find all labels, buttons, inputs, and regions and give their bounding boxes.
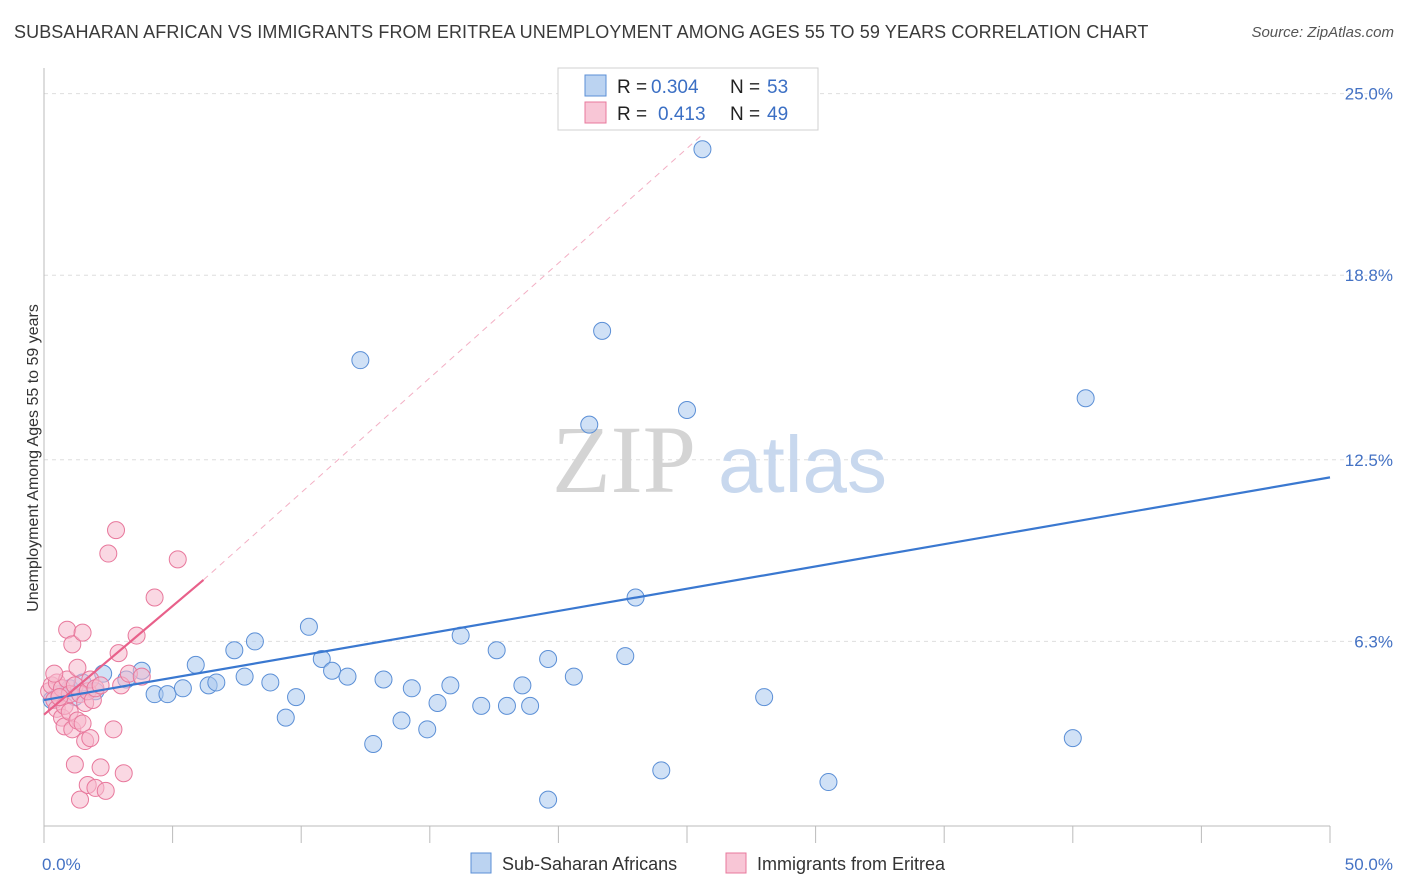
point-blue-16 bbox=[276, 708, 295, 727]
point-blue-47 bbox=[819, 773, 838, 792]
point-pink-46 bbox=[168, 550, 187, 569]
point-blue-11 bbox=[207, 673, 226, 692]
point-pink-45 bbox=[145, 588, 164, 607]
legend-swatch-pink bbox=[584, 101, 607, 124]
point-pink-44 bbox=[132, 667, 151, 686]
bottom-legend-swatch-blue bbox=[470, 852, 492, 874]
watermark-zip: ZIP bbox=[552, 406, 696, 513]
legend-n-value-blue: 53 bbox=[767, 77, 788, 98]
source-credit: Source: ZipAtlas.com bbox=[1251, 24, 1394, 41]
bottom-legend-swatch-pink bbox=[725, 852, 747, 874]
point-blue-24 bbox=[374, 670, 393, 689]
point-blue-27 bbox=[418, 720, 437, 739]
point-blue-29 bbox=[441, 676, 460, 695]
bottom-legend: Sub-Saharan Africans Immigrants from Eri… bbox=[470, 852, 946, 874]
y-axis-title: Unemployment Among Ages 55 to 59 years bbox=[25, 304, 42, 612]
legend-swatch-blue bbox=[584, 74, 607, 97]
y-tick-label-2: 18.8% bbox=[1345, 266, 1393, 285]
legend-n-value-pink: 49 bbox=[767, 104, 788, 125]
trendlines bbox=[43, 134, 1331, 716]
point-blue-12 bbox=[225, 641, 244, 660]
watermark: ZIP atlas bbox=[552, 406, 887, 513]
point-blue-46 bbox=[755, 688, 774, 707]
point-blue-28 bbox=[428, 693, 447, 712]
point-blue-7 bbox=[158, 685, 177, 704]
y-tick-label-0: 6.3% bbox=[1354, 632, 1393, 651]
gridlines bbox=[44, 93, 1392, 642]
point-blue-14 bbox=[245, 632, 264, 651]
point-blue-49 bbox=[1076, 389, 1095, 408]
legend-r-label-blue: R = bbox=[617, 77, 647, 98]
legend-r-label-pink: R = bbox=[617, 104, 647, 125]
point-blue-32 bbox=[487, 641, 506, 660]
point-blue-34 bbox=[513, 676, 532, 695]
legend-r-value-blue: 0.304 bbox=[651, 77, 699, 98]
legend-n-label-pink: N = bbox=[730, 104, 760, 125]
point-pink-33 bbox=[91, 758, 110, 777]
point-pink-36 bbox=[99, 544, 118, 563]
point-pink-19 bbox=[68, 658, 87, 677]
point-blue-26 bbox=[402, 679, 421, 698]
bottom-legend-label-pink: Immigrants from Eritrea bbox=[757, 854, 946, 874]
point-blue-8 bbox=[173, 679, 192, 698]
point-blue-36 bbox=[539, 650, 558, 669]
bottom-legend-label-blue: Sub-Saharan Africans bbox=[502, 854, 677, 874]
point-blue-9 bbox=[186, 655, 205, 674]
point-blue-37 bbox=[539, 790, 558, 809]
point-blue-20 bbox=[323, 661, 342, 680]
y-tick-label-1: 12.5% bbox=[1345, 451, 1393, 470]
point-blue-33 bbox=[497, 696, 516, 715]
point-pink-23 bbox=[73, 623, 92, 642]
series-immigrants-from-eritrea bbox=[40, 521, 187, 809]
point-pink-16 bbox=[65, 755, 84, 774]
point-blue-21 bbox=[338, 667, 357, 686]
point-pink-35 bbox=[96, 781, 115, 800]
point-pink-38 bbox=[107, 521, 126, 540]
point-blue-44 bbox=[678, 400, 696, 419]
chart-title: SUBSAHARAN AFRICAN VS IMMIGRANTS FROM ER… bbox=[14, 22, 1149, 42]
trendline-0 bbox=[43, 476, 1331, 702]
point-pink-48 bbox=[45, 664, 64, 683]
point-blue-15 bbox=[261, 673, 280, 692]
watermark-atlas: atlas bbox=[718, 420, 887, 509]
point-blue-18 bbox=[299, 617, 318, 636]
point-pink-41 bbox=[114, 764, 133, 783]
point-blue-19 bbox=[312, 650, 331, 669]
point-blue-48 bbox=[1063, 729, 1082, 748]
x-tick-labels: 0.0% 50.0% bbox=[42, 855, 1393, 874]
x-tick-label-1: 50.0% bbox=[1345, 855, 1393, 874]
point-blue-13 bbox=[235, 667, 254, 686]
legend-box: R = 0.304 N = 53 R = 0.413 N = 49 bbox=[557, 67, 819, 131]
point-pink-15 bbox=[63, 635, 82, 654]
point-blue-25 bbox=[392, 711, 411, 730]
point-pink-22 bbox=[73, 714, 92, 733]
point-blue-31 bbox=[472, 696, 491, 715]
point-blue-35 bbox=[521, 696, 540, 715]
point-blue-45 bbox=[693, 140, 712, 159]
legend-n-label-blue: N = bbox=[730, 77, 760, 98]
y-tick-label-3: 25.0% bbox=[1345, 85, 1393, 104]
point-blue-39 bbox=[580, 415, 599, 434]
point-pink-29 bbox=[81, 729, 100, 748]
legend-r-value-pink: 0.413 bbox=[658, 104, 706, 125]
point-blue-40 bbox=[593, 321, 612, 340]
trendline-1 bbox=[43, 579, 205, 716]
point-blue-41 bbox=[616, 647, 635, 666]
point-blue-23 bbox=[364, 734, 383, 753]
y-tick-labels: 6.3% 12.5% 18.8% 25.0% bbox=[1345, 85, 1393, 652]
point-pink-37 bbox=[104, 720, 123, 739]
point-blue-38 bbox=[564, 667, 583, 686]
x-tick-label-0: 0.0% bbox=[42, 855, 81, 874]
point-blue-43 bbox=[652, 761, 671, 780]
point-pink-21 bbox=[71, 790, 90, 809]
point-blue-22 bbox=[351, 351, 370, 370]
point-blue-17 bbox=[287, 688, 306, 707]
trendline-2 bbox=[203, 134, 703, 581]
